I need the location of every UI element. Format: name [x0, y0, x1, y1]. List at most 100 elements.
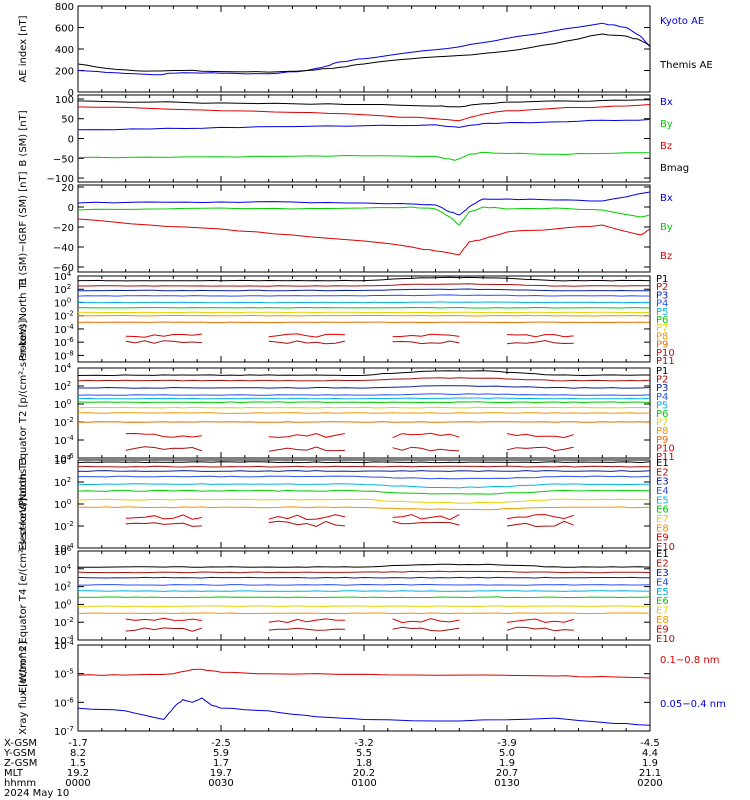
legend-item: P3 — [656, 383, 668, 394]
ytick-label: 10-2 — [54, 310, 74, 323]
ytick-label: 800 — [55, 2, 74, 13]
legend-item: P7 — [656, 323, 668, 334]
ytick-label: 10-6 — [54, 452, 74, 465]
legend-item: P2 — [656, 375, 668, 386]
xaxis-tick-label: 1.9 — [499, 758, 515, 769]
channel-line — [125, 617, 202, 621]
legend-item: By — [660, 119, 673, 130]
channel-line — [506, 514, 574, 520]
ytick-label: 0 — [68, 135, 74, 146]
ytick-label: −20 — [53, 223, 74, 234]
legend-item: Bx — [660, 193, 673, 204]
channel-line — [77, 498, 651, 504]
xaxis-tick-label: -1.7 — [68, 738, 88, 749]
ytick-label: 10-6 — [54, 696, 74, 709]
series-line-blue — [77, 119, 651, 131]
channel-line — [77, 311, 651, 314]
channel-line — [77, 377, 651, 382]
ylabel: Electrons North T3 — [18, 457, 29, 550]
xaxis-tick-label: -4.5 — [640, 738, 660, 749]
series-line-red — [77, 104, 651, 122]
xaxis-tick-label: 0200 — [637, 778, 662, 789]
xaxis-tick-label: -2.5 — [211, 738, 231, 749]
xaxis-tick-label: 20.7 — [496, 768, 518, 779]
channel-line — [78, 283, 650, 287]
legend-item: E9 — [656, 533, 669, 544]
channel-line — [77, 301, 651, 304]
ytick-label: 104 — [54, 270, 72, 283]
legend-item: P1 — [656, 274, 668, 285]
series-line-blue — [77, 191, 651, 216]
channel-line — [392, 432, 460, 439]
legend-item: E2 — [656, 467, 669, 478]
legend-item: Bz — [660, 251, 672, 262]
legend-item: P3 — [656, 290, 668, 301]
channel-line — [268, 627, 345, 631]
ytick-label: 400 — [55, 45, 74, 56]
legend-item: E3 — [656, 568, 669, 579]
ytick-label: −40 — [53, 243, 74, 254]
legend-item: E9 — [656, 625, 669, 636]
legend-item: P5 — [656, 400, 668, 411]
legend-item: P11 — [656, 452, 675, 463]
legend-item: E6 — [656, 596, 669, 607]
xaxis-tick-label: 1.9 — [642, 758, 658, 769]
channel-line — [392, 514, 460, 521]
channel-line — [77, 483, 651, 489]
channel-line — [268, 520, 345, 528]
legend-item: E10 — [656, 542, 675, 553]
channel-line — [125, 432, 202, 438]
channel-line — [77, 370, 650, 377]
xaxis-tick-label: 4.4 — [642, 748, 658, 759]
xaxis-tick-label: 5.0 — [499, 748, 515, 759]
legend-item: E4 — [656, 486, 669, 497]
channel-line — [392, 626, 460, 632]
channel-line — [77, 596, 651, 599]
xaxis-tick-label: 0130 — [494, 778, 519, 789]
channel-line — [77, 465, 651, 468]
xaxis-tick-label: 5.5 — [356, 748, 372, 759]
channel-line — [125, 522, 202, 527]
channel-line — [506, 340, 574, 345]
ylabel: AE index [nT] — [18, 15, 29, 82]
panel-7: 106 104 102 100 10-2 10-4 Electrons Equator T4… — [18, 498, 675, 693]
channel-line — [268, 618, 345, 624]
legend-item: P11 — [656, 356, 675, 367]
channel-line — [77, 288, 651, 292]
legend-item: P8 — [656, 331, 668, 342]
channel-line — [78, 475, 651, 480]
ytick-label: 10-2 — [54, 520, 74, 533]
xaxis-row-label: X-GSM — [4, 738, 37, 749]
legend-item: P8 — [656, 426, 668, 437]
ytick-label: −100 — [47, 174, 74, 185]
ylabel: B (SM) [nT] — [18, 110, 29, 166]
xaxis-tick-label: -3.2 — [354, 738, 374, 749]
xaxis-tick-label: 20.2 — [353, 768, 375, 779]
ylabel: Xray flux [W/m^2] — [18, 641, 29, 735]
panel-frame — [77, 275, 651, 363]
channel-line — [77, 393, 651, 396]
channel-line — [268, 432, 345, 438]
xaxis-row-label: hhmm — [4, 778, 36, 789]
ytick-label: 102 — [54, 581, 71, 594]
ytick-label: 10-4 — [54, 323, 74, 336]
series-line-black — [77, 99, 651, 108]
xaxis-tick-label: 1.8 — [356, 758, 372, 769]
channel-line — [268, 340, 346, 345]
channel-line — [125, 446, 203, 452]
channel-line — [77, 421, 651, 423]
channel-line — [392, 333, 460, 338]
ytick-label: 10-2 — [54, 416, 74, 429]
channel-line — [77, 314, 651, 317]
channel-line — [77, 605, 651, 608]
ytick-label: 200 — [55, 67, 74, 78]
xaxis-tick-label: 5.9 — [213, 748, 229, 759]
channel-line — [506, 626, 574, 632]
panel-8: 10-4 10-5 10-6 10-7 Xray flux [W/m^2] 0.1−0.8… — [18, 639, 726, 738]
ytick-label: 10-4 — [54, 634, 74, 647]
legend-item: E10 — [656, 634, 675, 645]
legend-item: P4 — [656, 299, 668, 310]
ytick-label: 0 — [68, 203, 74, 214]
